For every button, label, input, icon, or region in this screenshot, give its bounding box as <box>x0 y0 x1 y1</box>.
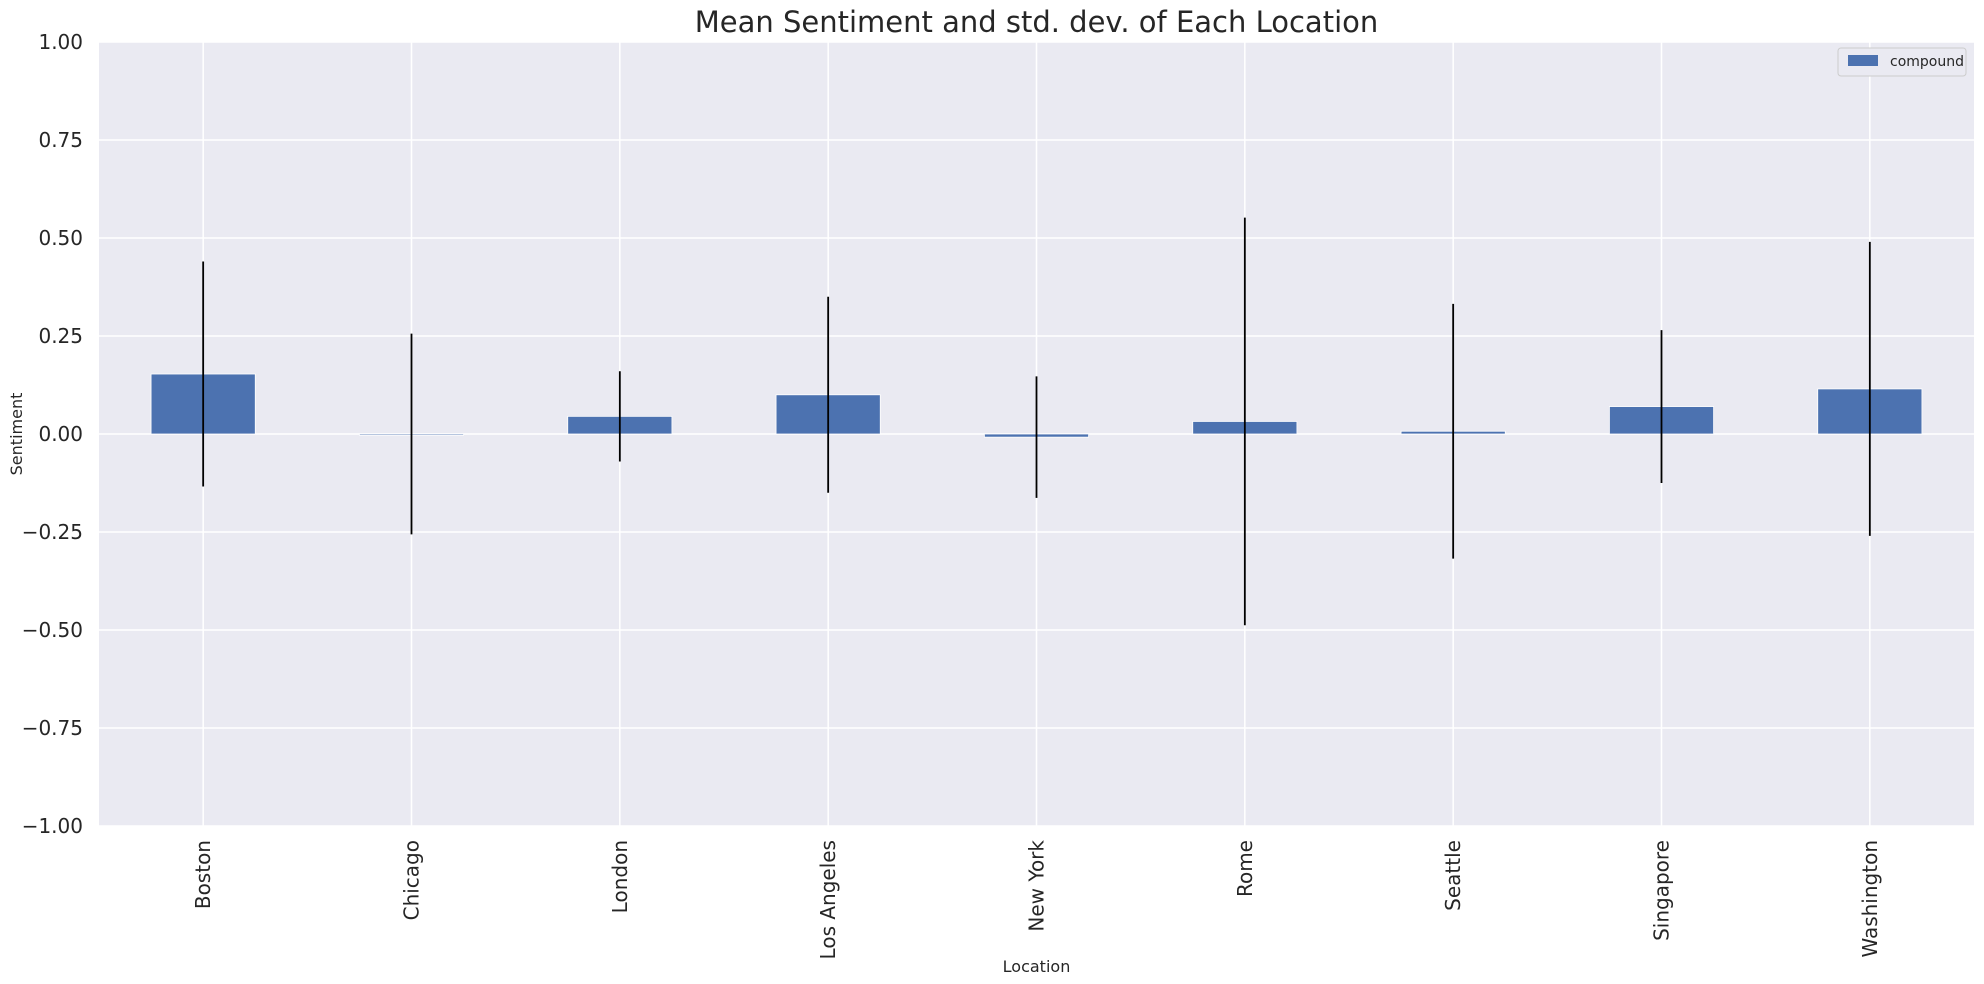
x-tick-label: Washington <box>1858 840 1882 958</box>
y-tick-label: 0.50 <box>38 226 83 250</box>
x-tick-label: Rome <box>1233 840 1257 897</box>
x-tick-label: Los Angeles <box>816 840 840 959</box>
y-axis-ticks: 1.00 0.75 0.50 0.25 0.00 −0.25 −0.50 −0.75 −1.00 <box>22 30 83 838</box>
y-tick-label: 0.00 <box>38 422 83 446</box>
x-axis-ticks: Boston Chicago London Los Angeles New York Ro… <box>191 840 1882 960</box>
legend: compound <box>1837 47 1967 77</box>
x-tick-label: Chicago <box>400 840 424 920</box>
error-bars <box>202 217 1871 626</box>
y-tick-label: 1.00 <box>38 30 83 54</box>
chart-title: Mean Sentiment and std. dev. of Each Loc… <box>695 5 1379 39</box>
x-tick-label: New York <box>1025 840 1049 932</box>
y-tick-label: −1.00 <box>22 814 83 838</box>
x-tick-label: Boston <box>191 840 215 909</box>
y-tick-label: 0.75 <box>38 128 83 152</box>
x-axis-label: Location <box>1003 957 1071 976</box>
y-tick-label: 0.25 <box>38 324 83 348</box>
x-tick-label: London <box>608 840 632 913</box>
y-tick-label: −0.50 <box>22 618 83 642</box>
y-axis-label: Sentiment <box>7 393 26 476</box>
y-tick-label: −0.75 <box>22 716 83 740</box>
y-tick-label: −0.25 <box>22 520 83 544</box>
legend-swatch <box>1848 55 1878 66</box>
x-tick-label: Seattle <box>1441 840 1465 911</box>
x-tick-label: Singapore <box>1650 840 1674 941</box>
legend-entry-compound: compound <box>1890 54 1964 70</box>
